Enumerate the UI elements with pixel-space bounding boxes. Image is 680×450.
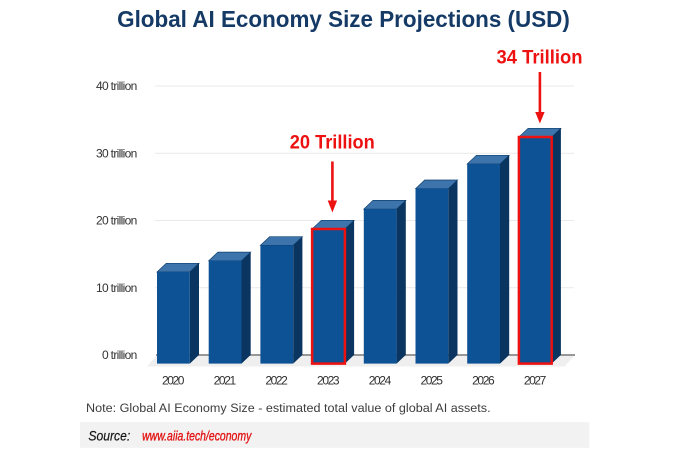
svg-text:2027: 2027 xyxy=(524,374,547,388)
svg-text:34 Trillion: 34 Trillion xyxy=(497,48,583,69)
svg-text:2020: 2020 xyxy=(162,374,185,388)
svg-text:2022: 2022 xyxy=(265,374,288,388)
svg-text:20 Trillion: 20 Trillion xyxy=(290,133,375,154)
svg-text:2025: 2025 xyxy=(420,374,443,388)
svg-text:2026: 2026 xyxy=(472,374,495,388)
svg-text:30 trillion: 30 trillion xyxy=(96,147,137,161)
svg-text:2021: 2021 xyxy=(214,374,237,388)
svg-text:20 trillion: 20 trillion xyxy=(96,214,137,228)
svg-text:Note: Global AI Economy Size -: Note: Global AI Economy Size - estimated… xyxy=(86,401,491,415)
svg-text:2023: 2023 xyxy=(317,374,340,388)
svg-text:2024: 2024 xyxy=(369,374,392,388)
svg-text:www.aiia.tech/economy: www.aiia.tech/economy xyxy=(142,427,252,443)
svg-text:40 trillion: 40 trillion xyxy=(96,79,137,93)
svg-text:Source:: Source: xyxy=(88,427,130,443)
svg-text:10 trillion: 10 trillion xyxy=(96,281,137,295)
svg-text:0 trillion: 0 trillion xyxy=(102,348,137,362)
svg-text:Global AI Economy Size Project: Global AI Economy Size Projections (USD) xyxy=(117,6,570,32)
